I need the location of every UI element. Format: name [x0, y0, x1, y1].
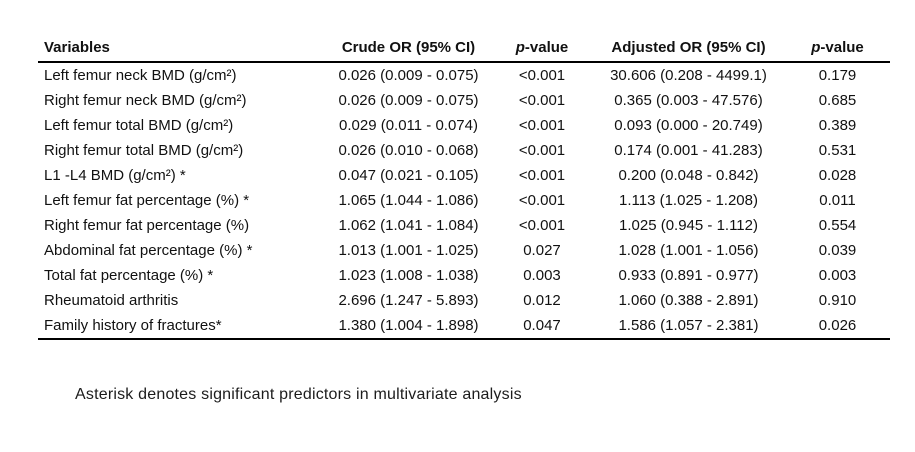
- cell-adjusted-or: 0.200 (0.048 - 0.842): [618, 167, 759, 184]
- p-suffix: -value: [820, 39, 864, 56]
- cell-variable: Total fat percentage (%) *: [44, 267, 214, 284]
- cell-p-value-crude: <0.001: [518, 192, 566, 209]
- table-header: Variables Crude OR (95% CI) p-value Adju…: [38, 34, 890, 63]
- cell-p-value-adjusted: 0.554: [818, 217, 857, 234]
- cell-crude-or: 0.026 (0.010 - 0.068): [338, 142, 479, 159]
- cell-variable: Left femur fat percentage (%) *: [44, 192, 250, 209]
- cell-crude-or: 0.026 (0.009 - 0.075): [338, 92, 479, 109]
- cell-variable: Rheumatoid arthritis: [44, 292, 179, 309]
- col-header-p-value-crude: p-value: [492, 34, 592, 63]
- table-row: Abdominal fat percentage (%) * 1.013 (1.…: [38, 238, 890, 263]
- cell-crude-or: 1.380 (1.004 - 1.898): [325, 313, 492, 340]
- cell-adjusted-or: 1.060 (0.388 - 2.891): [618, 292, 759, 309]
- cell-variable: Abdominal fat percentage (%) *: [44, 242, 253, 259]
- cell-adjusted-or: 1.025 (0.945 - 1.112): [619, 217, 758, 234]
- cell-adjusted-or: 1.028 (1.001 - 1.056): [618, 242, 759, 259]
- table-body: Left femur neck BMD (g/cm²) 0.026 (0.009…: [38, 62, 890, 340]
- results-table-container: Variables Crude OR (95% CI) p-value Adju…: [38, 34, 890, 340]
- table-row: Right femur fat percentage (%) 1.062 (1.…: [38, 213, 890, 238]
- cell-p-value-adjusted: 0.028: [818, 167, 857, 184]
- cell-variable: L1 -L4 BMD (g/cm²) *: [44, 167, 186, 184]
- cell-crude-or: 0.029 (0.011 - 0.074): [339, 117, 478, 134]
- cell-crude-or: 1.013 (1.001 - 1.025): [338, 242, 479, 259]
- cell-p-value-crude: <0.001: [518, 167, 566, 184]
- cell-p-value-adjusted: 0.011: [819, 192, 856, 209]
- p-italic: p: [811, 39, 821, 56]
- col-header-crude-or: Crude OR (95% CI): [325, 34, 492, 63]
- cell-p-value-crude: 0.027: [523, 242, 561, 259]
- cell-p-value-adjusted: 0.026: [785, 313, 890, 340]
- table-row: Right femur total BMD (g/cm²) 0.026 (0.0…: [38, 138, 890, 163]
- cell-p-value-adjusted: 0.685: [818, 92, 857, 109]
- cell-p-value-adjusted: 0.389: [818, 117, 857, 134]
- cell-p-value-crude: 0.047: [492, 313, 592, 340]
- table-row: Right femur neck BMD (g/cm²) 0.026 (0.00…: [38, 88, 890, 113]
- cell-variable: Right femur total BMD (g/cm²): [44, 142, 244, 159]
- table-row: Total fat percentage (%) * 1.023 (1.008 …: [38, 263, 890, 288]
- cell-adjusted-or: 0.933 (0.891 - 0.977): [618, 267, 759, 284]
- cell-p-value-crude: <0.001: [518, 67, 566, 84]
- table-row: Left femur total BMD (g/cm²) 0.029 (0.01…: [38, 113, 890, 138]
- odds-ratio-table: Variables Crude OR (95% CI) p-value Adju…: [38, 34, 890, 340]
- cell-adjusted-or: 0.365 (0.003 - 47.576): [614, 92, 763, 109]
- cell-p-value-crude: 0.012: [523, 292, 561, 309]
- cell-variable: Family history of fractures*: [38, 313, 325, 340]
- cell-crude-or: 0.026 (0.009 - 0.075): [338, 67, 479, 84]
- cell-variable: Right femur fat percentage (%): [44, 217, 250, 234]
- table-row: Left femur neck BMD (g/cm²) 0.026 (0.009…: [38, 62, 890, 88]
- cell-p-value-crude: <0.001: [518, 92, 566, 109]
- col-header-p-value-adjusted: p-value: [785, 34, 890, 63]
- cell-p-value-crude: <0.001: [518, 117, 566, 134]
- cell-p-value-crude: <0.001: [518, 217, 566, 234]
- p-italic: p: [515, 39, 525, 56]
- cell-crude-or: 1.023 (1.008 - 1.038): [338, 267, 479, 284]
- table-row: Family history of fractures* 1.380 (1.00…: [38, 313, 890, 340]
- cell-crude-or: 0.047 (0.021 - 0.105): [338, 167, 479, 184]
- asterisk-footnote: Asterisk denotes significant predictors …: [75, 386, 522, 403]
- cell-adjusted-or: 0.093 (0.000 - 20.749): [614, 117, 763, 134]
- cell-p-value-crude: <0.001: [518, 142, 566, 159]
- cell-p-value-adjusted: 0.179: [818, 67, 857, 84]
- cell-p-value-adjusted: 0.531: [818, 142, 857, 159]
- cell-adjusted-or: 0.174 (0.001 - 41.283): [614, 142, 763, 159]
- p-suffix: -value: [524, 39, 569, 56]
- header-row: Variables Crude OR (95% CI) p-value Adju…: [38, 34, 890, 63]
- cell-p-value-adjusted: 0.910: [818, 292, 857, 309]
- table-row: L1 -L4 BMD (g/cm²) * 0.047 (0.021 - 0.10…: [38, 163, 890, 188]
- col-header-variables: Variables: [38, 34, 325, 63]
- cell-p-value-adjusted: 0.003: [818, 267, 857, 284]
- cell-crude-or: 1.062 (1.041 - 1.084): [338, 217, 479, 234]
- table-row: Left femur fat percentage (%) * 1.065 (1…: [38, 188, 890, 213]
- cell-variable: Right femur neck BMD (g/cm²): [44, 92, 247, 109]
- cell-crude-or: 1.065 (1.044 - 1.086): [338, 192, 479, 209]
- cell-p-value-adjusted: 0.039: [818, 242, 857, 259]
- cell-adjusted-or: 30.606 (0.208 - 4499.1): [610, 67, 767, 84]
- cell-variable: Left femur total BMD (g/cm²): [44, 117, 234, 134]
- cell-adjusted-or: 1.113 (1.025 - 1.208): [619, 192, 758, 209]
- cell-crude-or: 2.696 (1.247 - 5.893): [338, 292, 479, 309]
- col-header-adjusted-or: Adjusted OR (95% CI): [592, 34, 785, 63]
- table-row: Rheumatoid arthritis 2.696 (1.247 - 5.89…: [38, 288, 890, 313]
- cell-variable: Left femur neck BMD (g/cm²): [44, 67, 237, 84]
- cell-adjusted-or: 1.586 (1.057 - 2.381): [592, 313, 785, 340]
- cell-p-value-crude: 0.003: [523, 267, 561, 284]
